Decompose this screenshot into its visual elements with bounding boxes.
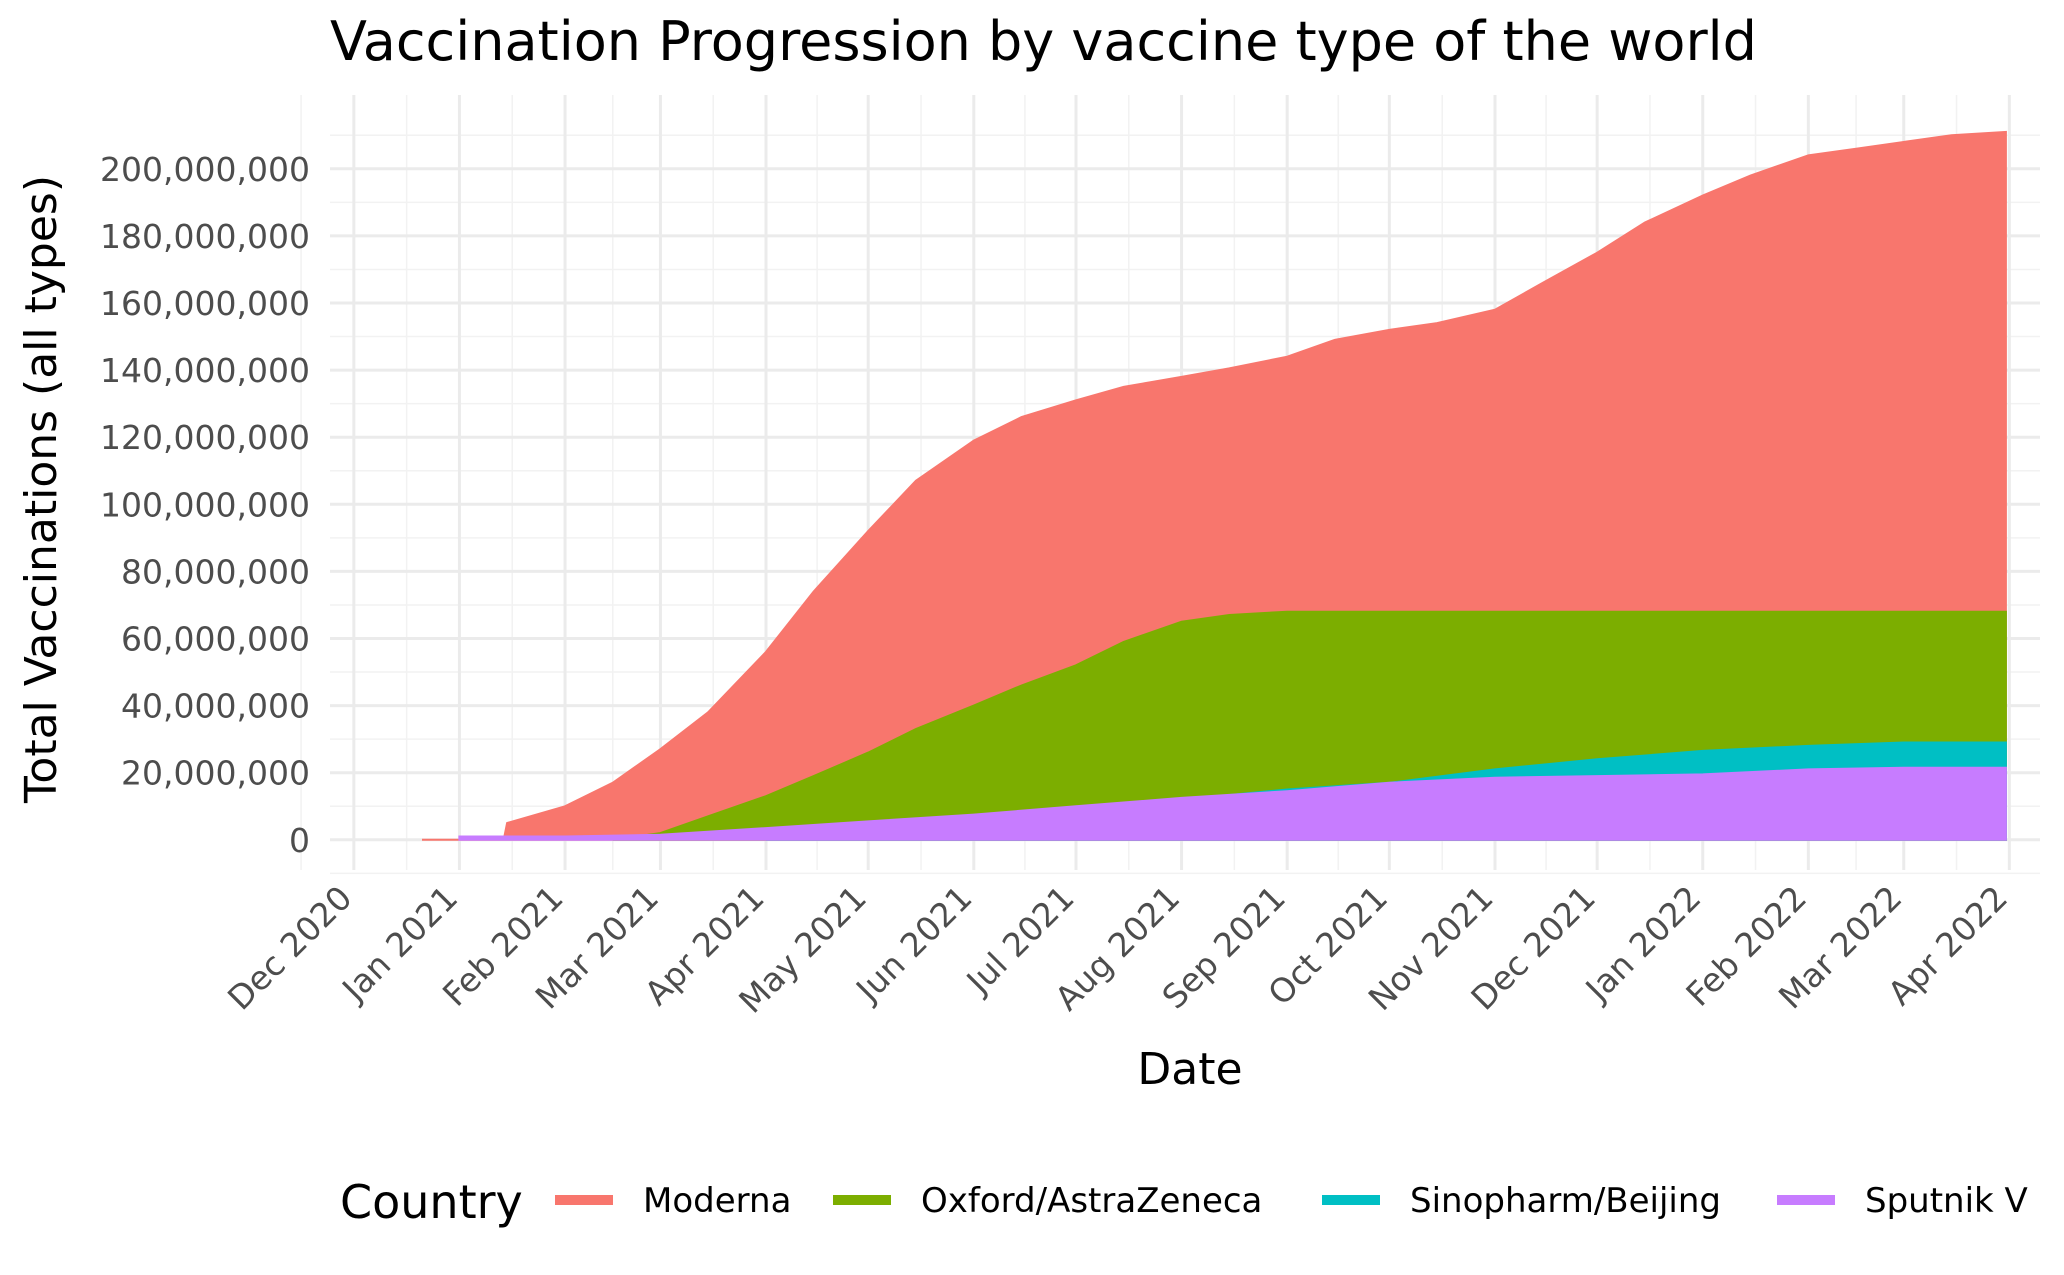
y-tick-label: 180,000,000 <box>100 217 310 256</box>
y-tick-label: 140,000,000 <box>100 351 310 390</box>
chart-title: Vaccination Progression by vaccine type … <box>330 10 1757 73</box>
y-tick-label: 160,000,000 <box>100 284 310 323</box>
legend-label: Sinopharm/Beijing <box>1410 1181 1721 1221</box>
legend-label: Sputnik V <box>1865 1181 2028 1221</box>
x-axis-label: Date <box>1137 1044 1242 1095</box>
legend: Country Moderna Oxford/AstraZeneca Sinopha… <box>340 1175 2028 1229</box>
y-tick-label: 120,000,000 <box>100 418 310 457</box>
legend-label: Oxford/AstraZeneca <box>921 1181 1262 1221</box>
y-tick-label: 200,000,000 <box>100 150 310 189</box>
legend-title: Country <box>340 1175 523 1229</box>
y-tick-label: 100,000,000 <box>100 485 310 524</box>
y-tick-label: 0 <box>289 821 310 860</box>
y-tick-label: 60,000,000 <box>121 620 310 659</box>
y-tick-label: 80,000,000 <box>121 552 310 591</box>
x-tick-label: Dec 2020 <box>220 878 360 1018</box>
legend-label: Moderna <box>643 1181 791 1221</box>
series-layer <box>422 130 2007 841</box>
y-tick-label: 20,000,000 <box>121 754 310 793</box>
y-tick-label: 40,000,000 <box>121 687 310 726</box>
y-axis-ticks: 0 20,000,000 40,000,000 60,000,000 80,000,00… <box>100 150 310 860</box>
series-area-sputnik-v <box>458 766 2007 841</box>
legend-items: Moderna Oxford/AstraZeneca Sinopharm/Beiji… <box>555 1181 2028 1221</box>
y-axis-label: Total Vaccinations (all types) <box>16 175 67 804</box>
x-tick-label: Jun 2021 <box>847 878 979 1010</box>
